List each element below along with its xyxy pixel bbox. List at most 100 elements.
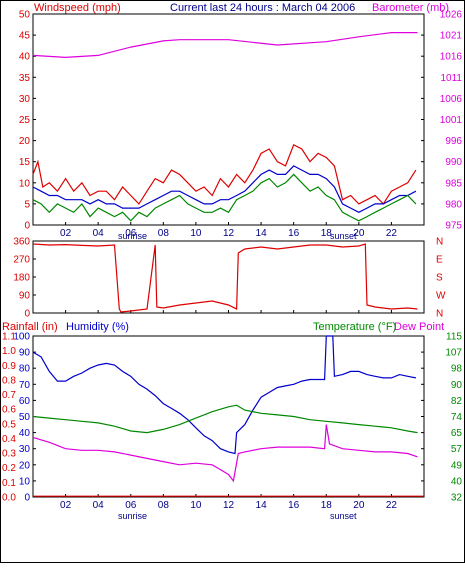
y-rain-tick-label: 0.4 (2, 434, 16, 445)
y-rain-tick-label: 0.7 (2, 390, 16, 401)
x-tick-label: 22 (386, 500, 398, 511)
y-left-tick-label: 50 (19, 412, 31, 423)
axes-layer: 02 04 06 08 10 12 14 16 18 20 22 0 5 10 15 20 25 30 35 40 45… (2, 10, 462, 512)
direction-letter-label: N (436, 237, 443, 248)
series-line-2-1 (32, 404, 418, 434)
y-right-tick-label: 115 (446, 332, 462, 343)
x-tick-label: 18 (321, 500, 333, 511)
y-rain-tick-label: 0.8 (2, 375, 16, 386)
y-rain-tick-label: 0.0 (2, 493, 16, 504)
rainfall-axis-title: Rainfall (in) (2, 321, 58, 333)
y-rain-tick-label: 0.6 (2, 405, 16, 416)
barometer-axis-title: Barometer (mb) (372, 2, 449, 14)
temperature-axis-title: Temperature (°F) (313, 321, 396, 333)
x-tick-label: 02 (60, 228, 72, 239)
x-tick-label: 20 (353, 500, 365, 511)
y-right-tick-label: 32 (451, 493, 463, 504)
x-tick-label: 14 (256, 228, 268, 239)
series-line-1-0 (32, 243, 418, 313)
y-right-tick-label: 107 (445, 348, 462, 359)
y-left-tick-label: 20 (19, 460, 31, 471)
y-right-tick-label: 1016 (440, 52, 463, 63)
x-tick-label: 16 (288, 500, 300, 511)
series-line-2-2 (32, 424, 418, 483)
y-right-tick-label: 49 (451, 460, 463, 471)
series-line-0-1 (32, 165, 417, 213)
y-rain-tick-label: 0.1 (2, 478, 16, 489)
x-tick-label: 16 (288, 228, 300, 239)
y-right-tick-label: 1011 (440, 73, 462, 84)
y-left-tick-label: 10 (19, 476, 31, 487)
y-left-tick-label: 100 (13, 332, 30, 343)
direction-letter-label: W (436, 291, 446, 302)
direction-letter-label: S (436, 273, 443, 284)
y-right-tick-label: 1001 (440, 115, 463, 126)
x-tick-label: 04 (93, 228, 105, 239)
x-tick-label: 06 (125, 228, 137, 239)
y-left-tick-label: 60 (19, 396, 31, 407)
x-tick-label: 10 (190, 500, 202, 511)
direction-letter-label: E (436, 255, 443, 266)
series-line-2-0 (32, 335, 417, 455)
y-left-tick-label: 0 (24, 493, 30, 504)
y-rain-tick-label: 0.3 (2, 449, 16, 460)
y-right-tick-label: 40 (451, 476, 463, 487)
y-rain-tick-label: 0.5 (2, 419, 16, 430)
y-left-tick-label: 0 (24, 309, 30, 320)
series-line-0-2 (32, 173, 417, 222)
y-rain-tick-label: 1.1 (2, 332, 16, 343)
y-right-tick-label: 65 (451, 428, 463, 439)
x-tick-label: 08 (158, 500, 170, 511)
y-right-tick-label: 1006 (440, 94, 463, 105)
sunset-label-bottom: sunset (330, 511, 357, 521)
x-tick-label: 04 (93, 500, 105, 511)
y-right-tick-label: 985 (445, 178, 462, 189)
y-left-tick-label: 25 (19, 115, 31, 126)
y-left-tick-label: 270 (13, 255, 30, 266)
x-tick-label: 22 (386, 228, 398, 239)
y-right-tick-label: 996 (445, 136, 462, 147)
sunset-label-top: sunset (330, 231, 357, 241)
x-tick-label: 10 (190, 228, 202, 239)
x-tick-label: 06 (125, 500, 137, 511)
y-left-tick-label: 90 (19, 348, 31, 359)
y-left-tick-label: 20 (19, 136, 31, 147)
y-right-tick-label: 74 (451, 412, 463, 423)
y-right-tick-label: 980 (445, 199, 462, 210)
y-left-tick-label: 10 (19, 178, 31, 189)
y-right-tick-label: 90 (451, 380, 463, 391)
y-right-tick-label: 975 (445, 221, 462, 232)
x-tick-label: 02 (60, 500, 72, 511)
y-right-tick-label: 1021 (440, 31, 463, 42)
series-layer (32, 32, 424, 497)
y-rain-tick-label: 0.9 (2, 361, 16, 372)
y-left-tick-label: 30 (19, 444, 31, 455)
x-tick-label: 20 (353, 228, 365, 239)
y-rain-tick-label: 1.0 (2, 346, 16, 357)
x-tick-label: 08 (158, 228, 170, 239)
y-right-tick-label: 1026 (440, 10, 463, 21)
direction-letter-label: N (436, 309, 443, 320)
x-tick-label: 18 (321, 228, 333, 239)
y-left-tick-label: 30 (19, 94, 31, 105)
y-left-tick-label: 40 (19, 52, 31, 63)
x-tick-label: 12 (223, 500, 235, 511)
dewpoint-axis-title: Dew Point (394, 321, 444, 333)
y-left-tick-label: 90 (19, 291, 31, 302)
y-left-tick-label: 50 (19, 10, 31, 21)
y-left-tick-label: 180 (13, 273, 30, 284)
chart-title: Current last 24 hours : March 04 2006 (170, 2, 355, 14)
y-left-tick-label: 15 (19, 157, 31, 168)
x-tick-label: 14 (256, 500, 268, 511)
windspeed-axis-title: Windspeed (mph) (34, 2, 121, 14)
series-line-0-3 (32, 32, 418, 59)
y-rain-tick-label: 0.2 (2, 463, 16, 474)
y-left-tick-label: 45 (19, 31, 31, 42)
series-line-0-0 (32, 143, 417, 205)
y-left-tick-label: 70 (19, 380, 31, 391)
y-left-tick-label: 35 (19, 73, 31, 84)
y-left-tick-label: 0 (24, 221, 30, 232)
